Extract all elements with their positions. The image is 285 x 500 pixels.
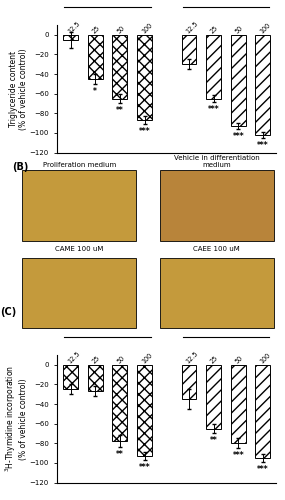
Bar <box>182 365 196 399</box>
Text: 100: 100 <box>140 22 153 35</box>
Bar <box>88 365 103 392</box>
Text: (C): (C) <box>0 306 16 316</box>
Text: ***: *** <box>233 132 244 141</box>
Text: CAME 100 uM: CAME 100 uM <box>55 246 103 252</box>
Text: 12.5: 12.5 <box>185 20 199 35</box>
Bar <box>231 365 246 444</box>
Bar <box>63 35 78 40</box>
Bar <box>160 258 274 328</box>
Bar <box>160 170 274 240</box>
Text: (B): (B) <box>12 162 28 172</box>
Text: ***: *** <box>139 127 150 136</box>
Text: 25: 25 <box>91 354 101 365</box>
Text: 25: 25 <box>209 24 219 35</box>
Bar <box>137 365 152 456</box>
Bar <box>206 365 221 428</box>
Text: **: ** <box>116 450 124 459</box>
Text: 100: 100 <box>259 352 271 365</box>
Bar <box>255 365 270 458</box>
Bar <box>113 365 127 442</box>
Text: 50: 50 <box>116 355 126 365</box>
Text: ***: *** <box>139 463 150 472</box>
Bar <box>113 35 127 98</box>
Text: **: ** <box>210 436 217 446</box>
Bar <box>255 35 270 135</box>
Text: Proliferation medium: Proliferation medium <box>42 162 116 168</box>
Bar <box>22 258 136 328</box>
Text: ***: *** <box>257 465 269 474</box>
Bar <box>22 170 136 240</box>
Text: 25: 25 <box>91 24 101 35</box>
Text: *: * <box>93 87 97 96</box>
Bar <box>206 35 221 98</box>
Text: 100: 100 <box>140 352 153 365</box>
Text: ***: *** <box>208 106 219 114</box>
Text: 50: 50 <box>116 25 126 35</box>
Text: CAEE (uM): CAEE (uM) <box>200 318 252 327</box>
Text: ***: *** <box>257 140 269 149</box>
Text: **: ** <box>116 106 124 116</box>
Text: 12.5: 12.5 <box>66 20 81 35</box>
Text: 50: 50 <box>234 355 244 365</box>
Bar <box>182 35 196 64</box>
Text: 100: 100 <box>259 22 271 35</box>
Bar <box>231 35 246 126</box>
Bar <box>137 35 152 120</box>
Text: Vehicle in differentiation
medium: Vehicle in differentiation medium <box>174 156 260 168</box>
Text: CAME (uM): CAME (uM) <box>80 318 135 327</box>
Text: 12.5: 12.5 <box>185 350 199 365</box>
Bar <box>88 35 103 79</box>
Bar <box>63 365 78 390</box>
Y-axis label: $^3$H-Thymidine incorporation
(% of vehicle control): $^3$H-Thymidine incorporation (% of vehi… <box>3 366 28 472</box>
Text: 12.5: 12.5 <box>66 350 81 365</box>
Text: 50: 50 <box>234 25 244 35</box>
Text: ***: *** <box>233 451 244 460</box>
Y-axis label: Triglyceride content
(% of vehicle control): Triglyceride content (% of vehicle contr… <box>9 48 28 130</box>
Text: 25: 25 <box>209 354 219 365</box>
Text: CAEE 100 uM: CAEE 100 uM <box>194 246 240 252</box>
